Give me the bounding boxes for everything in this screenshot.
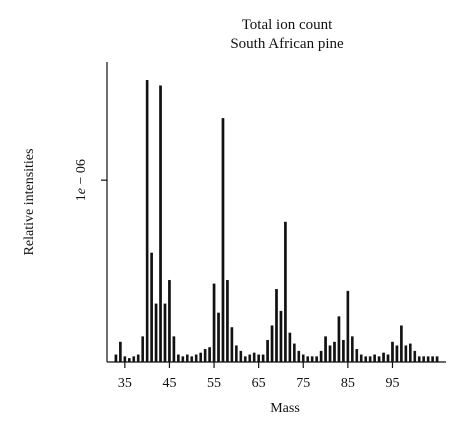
x-tick-label: 65	[252, 376, 266, 391]
bar-mass-40	[145, 79, 149, 363]
bar-mass-56	[217, 312, 220, 363]
bar-mass-42	[154, 303, 158, 363]
bar-mass-63	[248, 354, 252, 363]
x-tick-label: 95	[385, 376, 399, 391]
bar-mass-43	[159, 85, 162, 363]
bar-mass-44	[163, 303, 167, 363]
bar-mass-73	[293, 343, 296, 363]
bar-mass-83	[337, 316, 341, 363]
bar-mass-102	[422, 356, 426, 363]
bar-mass-53	[203, 349, 207, 363]
bar-mass-35	[123, 356, 127, 363]
bar-mass-59	[230, 327, 234, 363]
bar-mass-89	[364, 356, 368, 363]
x-tick-label: 85	[341, 376, 355, 391]
x-tick-label: 45	[162, 376, 176, 391]
bar-series	[114, 79, 439, 363]
bar-mass-68	[270, 325, 274, 363]
bar-mass-38	[136, 354, 140, 363]
chart-subtitle: South African pine	[230, 36, 344, 52]
bar-mass-51	[194, 354, 198, 363]
bar-mass-98	[404, 345, 408, 363]
bar-mass-66	[261, 354, 265, 363]
bar-mass-65	[257, 354, 260, 363]
bar-mass-48	[181, 356, 185, 363]
bar-mass-85	[346, 290, 350, 363]
bar-mass-41	[150, 252, 153, 363]
bar-mass-78	[315, 356, 318, 363]
y-axis-ticks: 1e − 06	[74, 159, 107, 201]
bar-mass-64	[252, 352, 256, 363]
bar-mass-60	[235, 345, 238, 363]
bar-mass-54	[208, 347, 211, 363]
bar-mass-95	[391, 341, 394, 363]
bar-mass-62	[243, 356, 247, 363]
bar-mass-77	[310, 356, 314, 363]
y-axis-label: Relative intensities	[22, 149, 37, 256]
bar-mass-90	[368, 356, 372, 363]
x-tick-label: 35	[118, 376, 132, 391]
bar-mass-100	[413, 350, 417, 363]
x-tick-label: 75	[296, 376, 310, 391]
bar-mass-50	[190, 356, 194, 363]
bar-mass-49	[185, 354, 189, 363]
bar-mass-101	[417, 356, 421, 363]
bar-mass-92	[377, 356, 381, 363]
bar-mass-47	[177, 354, 180, 363]
bar-mass-97	[400, 325, 403, 363]
bar-mass-46	[172, 336, 176, 363]
bar-mass-80	[324, 336, 327, 363]
bar-mass-105	[435, 356, 439, 363]
x-tick-label: 55	[207, 376, 221, 391]
bar-mass-57	[221, 118, 225, 363]
bar-mass-93	[382, 352, 385, 363]
bar-mass-72	[288, 332, 292, 363]
bar-mass-96	[395, 345, 399, 363]
bar-mass-81	[328, 345, 332, 363]
bar-mass-39	[141, 336, 145, 363]
bar-mass-86	[351, 336, 354, 363]
bar-mass-94	[386, 354, 390, 363]
bar-mass-104	[431, 356, 434, 363]
bar-mass-67	[266, 339, 269, 363]
bar-mass-99	[409, 343, 412, 363]
bar-mass-70	[279, 310, 283, 363]
chart-title: Total ion count	[242, 17, 333, 33]
bar-mass-75	[301, 354, 305, 363]
bar-mass-58	[226, 279, 229, 363]
bar-mass-52	[199, 352, 202, 363]
x-axis-ticks: 35 45 55 65 75 85 95	[118, 362, 399, 391]
bar-mass-55	[212, 283, 216, 363]
bar-mass-37	[132, 356, 136, 363]
bar-mass-76	[306, 356, 310, 363]
bar-mass-91	[373, 354, 376, 363]
bar-mass-74	[297, 350, 301, 363]
x-axis-label: Mass	[270, 401, 300, 416]
bar-mass-82	[333, 341, 336, 363]
bar-mass-87	[355, 349, 359, 363]
bar-mass-84	[342, 339, 345, 363]
bar-mass-69	[275, 289, 278, 363]
bar-mass-103	[426, 356, 430, 363]
bar-mass-79	[319, 350, 323, 363]
bar-mass-71	[284, 221, 287, 363]
y-tick-label: 1e − 06	[74, 159, 89, 201]
bar-mass-61	[239, 350, 243, 363]
bar-mass-33	[114, 354, 118, 363]
bar-mass-34	[119, 341, 122, 363]
bar-mass-88	[359, 354, 363, 363]
bar-mass-45	[168, 279, 171, 363]
